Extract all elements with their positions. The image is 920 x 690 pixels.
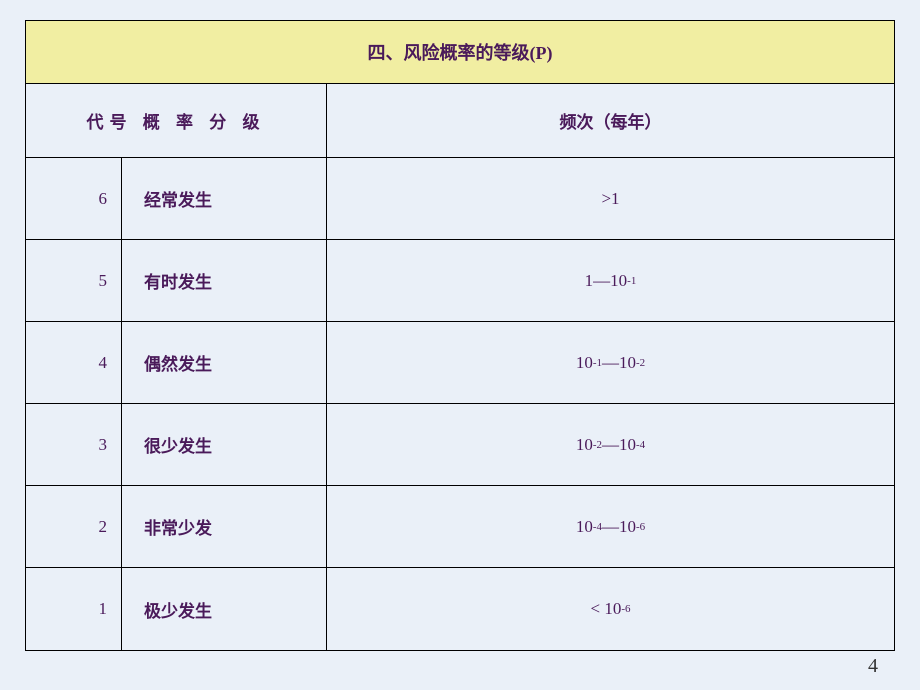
code-cell: 4 <box>26 322 122 403</box>
freq-cell: 10-2—10-4 <box>327 404 894 485</box>
table-row: 4 偶然发生 10-1—10-2 <box>26 322 894 404</box>
level-cell: 偶然发生 <box>122 322 327 403</box>
level-cell: 极少发生 <box>122 568 327 650</box>
level-cell: 经常发生 <box>122 158 327 239</box>
table-row: 6 经常发生 >1 <box>26 158 894 240</box>
code-cell: 6 <box>26 158 122 239</box>
code-cell: 1 <box>26 568 122 650</box>
freq-cell: < 10-6 <box>327 568 894 650</box>
table-title: 四、风险概率的等级(P) <box>26 21 894 84</box>
freq-cell: >1 <box>327 158 894 239</box>
code-cell: 5 <box>26 240 122 321</box>
code-cell: 3 <box>26 404 122 485</box>
header-code-level: 代号 概 率 分 级 <box>26 84 327 157</box>
level-cell: 很少发生 <box>122 404 327 485</box>
table-row: 1 极少发生 < 10-6 <box>26 568 894 650</box>
table-row: 3 很少发生 10-2—10-4 <box>26 404 894 486</box>
code-cell: 2 <box>26 486 122 567</box>
table-row: 5 有时发生 1—10-1 <box>26 240 894 322</box>
freq-cell: 10-4—10-6 <box>327 486 894 567</box>
freq-cell: 1—10-1 <box>327 240 894 321</box>
table-row: 2 非常少发 10-4—10-6 <box>26 486 894 568</box>
header-frequency: 频次（每年） <box>327 84 894 157</box>
table-header-row: 代号 概 率 分 级 频次（每年） <box>26 84 894 158</box>
page-number: 4 <box>868 655 878 678</box>
freq-cell: 10-1—10-2 <box>327 322 894 403</box>
level-cell: 非常少发 <box>122 486 327 567</box>
level-cell: 有时发生 <box>122 240 327 321</box>
probability-level-table: 四、风险概率的等级(P) 代号 概 率 分 级 频次（每年） 6 经常发生 >1… <box>25 20 895 651</box>
